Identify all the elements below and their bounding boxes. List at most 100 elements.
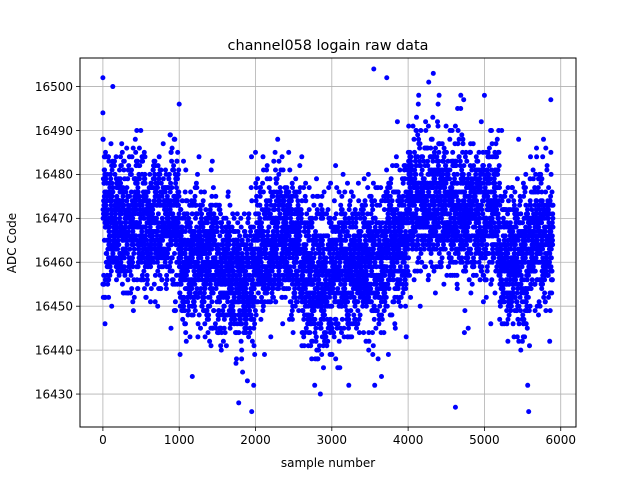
data-point (259, 294, 265, 300)
data-point (215, 316, 221, 322)
data-point (213, 220, 219, 226)
data-point (189, 211, 195, 217)
data-point (264, 163, 270, 169)
data-point (372, 382, 378, 388)
data-point (273, 180, 279, 186)
data-point (285, 211, 291, 217)
data-point (154, 215, 159, 221)
data-point (322, 290, 328, 296)
data-point (461, 198, 467, 204)
data-point (158, 286, 164, 292)
data-point (287, 264, 293, 270)
data-point (304, 211, 310, 217)
data-point (152, 299, 158, 305)
data-point (331, 198, 337, 204)
data-point (401, 215, 407, 221)
data-point (324, 211, 330, 217)
data-point (225, 246, 231, 252)
data-point (319, 207, 325, 213)
data-point (106, 277, 112, 283)
data-point (216, 202, 222, 208)
data-point (217, 207, 223, 213)
data-point (201, 299, 207, 305)
data-point (476, 246, 482, 252)
data-point (311, 308, 317, 314)
data-point (343, 237, 349, 243)
data-point (378, 224, 383, 230)
data-point (255, 299, 261, 305)
data-point (148, 264, 154, 270)
data-point (345, 180, 350, 186)
data-point (209, 246, 215, 252)
data-point (428, 145, 434, 151)
data-point (476, 220, 482, 226)
data-point (247, 325, 253, 331)
data-point (382, 272, 388, 278)
data-point (178, 207, 184, 213)
data-point (220, 242, 226, 248)
data-point (118, 211, 124, 217)
data-point (435, 163, 441, 169)
data-point (314, 176, 319, 182)
data-point (260, 189, 266, 195)
data-point (455, 128, 461, 133)
data-point (143, 224, 149, 230)
data-point (260, 154, 266, 160)
data-point (119, 281, 125, 287)
data-point (284, 259, 290, 265)
data-point (141, 149, 147, 155)
data-point (171, 163, 177, 169)
data-point (402, 251, 408, 256)
data-point (410, 123, 416, 129)
data-point (247, 330, 253, 336)
data-point (108, 141, 114, 147)
data-point (134, 277, 140, 283)
data-point (455, 141, 461, 147)
data-point (199, 303, 205, 309)
data-point (169, 268, 175, 274)
data-point (453, 259, 459, 265)
data-point (436, 251, 442, 256)
data-point (296, 189, 302, 195)
data-point (430, 114, 436, 120)
data-point (221, 303, 227, 309)
data-point (414, 207, 420, 213)
data-point (368, 211, 374, 217)
data-point (188, 189, 194, 195)
data-point (258, 185, 263, 191)
data-point (415, 259, 421, 265)
data-point (112, 171, 118, 177)
data-point (195, 321, 201, 327)
data-point (424, 220, 430, 226)
data-point (185, 308, 191, 314)
data-point (303, 242, 309, 248)
data-point (219, 220, 225, 226)
data-point (192, 193, 198, 199)
data-point (435, 123, 441, 129)
data-point (411, 277, 417, 283)
data-point (195, 259, 201, 265)
data-point (480, 211, 486, 217)
data-point (119, 141, 125, 147)
data-point (375, 290, 381, 296)
data-point (378, 185, 384, 191)
data-point (244, 251, 250, 256)
data-point (204, 308, 210, 314)
data-point (200, 198, 206, 204)
data-point (168, 242, 174, 248)
data-point (303, 325, 309, 331)
data-point (140, 158, 146, 164)
data-point (159, 193, 165, 199)
data-point (445, 158, 451, 164)
data-points (100, 66, 556, 415)
data-point (142, 176, 148, 182)
data-point (283, 255, 288, 261)
data-point (177, 290, 183, 296)
data-point (317, 246, 323, 252)
data-point (148, 251, 154, 256)
data-point (330, 286, 336, 292)
data-point (103, 202, 109, 208)
data-point (417, 246, 423, 252)
data-point (142, 154, 148, 160)
data-point (179, 198, 185, 204)
